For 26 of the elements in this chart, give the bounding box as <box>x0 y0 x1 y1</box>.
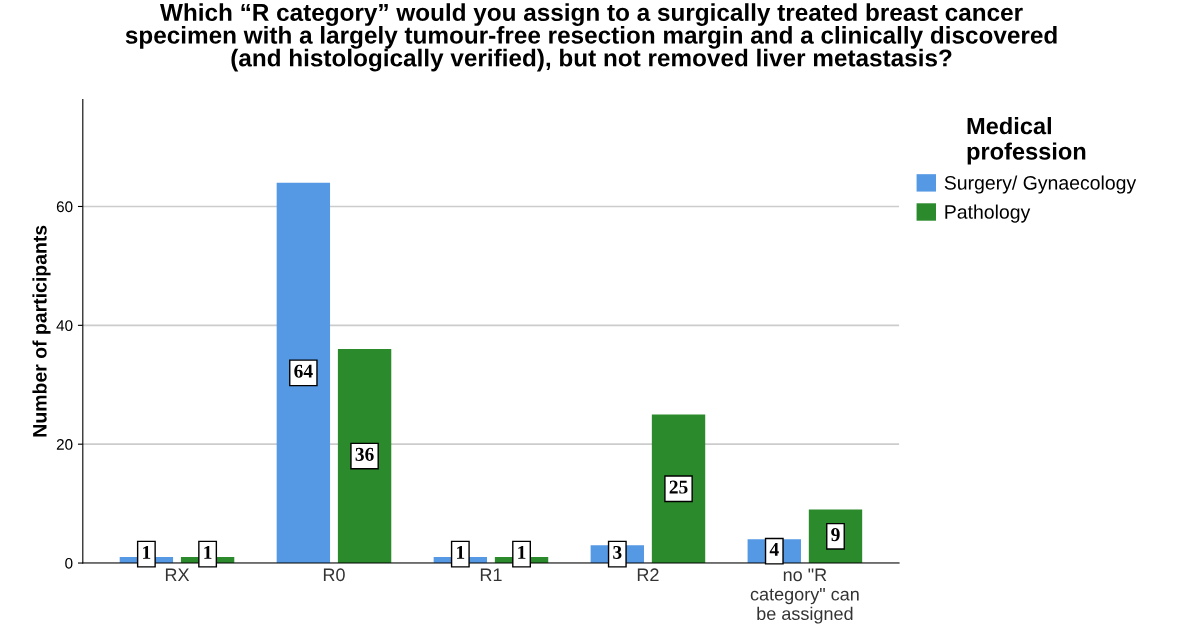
x-tick-label: no "R category" can be assigned <box>750 568 859 624</box>
bar <box>337 349 392 564</box>
x-tick-label: RX <box>165 568 190 581</box>
data-label: 25 <box>669 480 688 494</box>
chart-title: Which “R category” would you assign to a surgically treated breast cancer specimen with a largely tumour-free resection margin and a clinically discovered (and histologically verified), but not removed liver metastasis? <box>125 3 1057 72</box>
y-tick-label: 20 <box>56 439 73 450</box>
y-tick-label: 0 <box>65 557 73 569</box>
data-label: 1 <box>204 545 212 559</box>
data-label: 36 <box>355 447 374 461</box>
legend-label: Pathology <box>945 204 1031 223</box>
data-label: 64 <box>294 364 313 378</box>
y-axis-title: Number of participants <box>32 225 51 437</box>
data-label: 1 <box>143 545 151 559</box>
y-tick-label: 60 <box>56 201 73 213</box>
x-tick-label: R1 <box>480 568 502 581</box>
data-label: 3 <box>613 545 622 559</box>
data-label: 9 <box>831 528 840 542</box>
x-tick-label: R2 <box>637 568 659 581</box>
legend-title: Medical profession <box>967 117 1086 165</box>
data-label: 1 <box>518 545 526 559</box>
legend-label: Surgery/ Gynaecology <box>944 175 1137 194</box>
data-label: 1 <box>457 545 465 559</box>
x-tick-label: R0 <box>323 568 345 582</box>
y-tick-label: 40 <box>56 320 73 332</box>
bar <box>276 182 331 564</box>
data-label: 4 <box>769 543 779 556</box>
